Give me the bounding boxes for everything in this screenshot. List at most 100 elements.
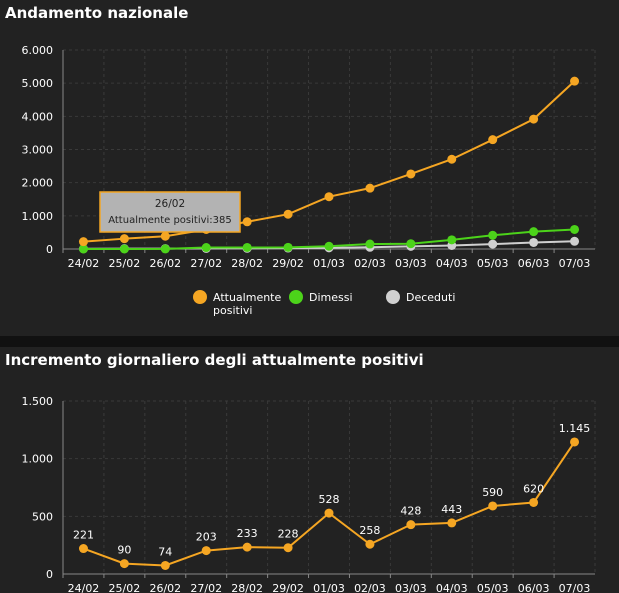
data-point (447, 518, 457, 528)
y-tick-label: 4.000 (22, 110, 54, 123)
data-point (529, 237, 539, 247)
x-tick-label: 27/02 (190, 582, 222, 593)
x-tick-label: 24/02 (68, 582, 100, 593)
x-tick-label: 04/03 (436, 582, 468, 593)
legend-label: Deceduti (406, 291, 455, 304)
y-tick-label: 1.000 (22, 210, 54, 223)
x-tick-label: 28/02 (231, 582, 263, 593)
data-point (406, 520, 416, 530)
legend-label: positivi (213, 304, 252, 317)
x-tick-label: 02/03 (354, 257, 386, 270)
data-point (529, 114, 539, 124)
data-point (201, 243, 211, 253)
y-tick-label: 3.000 (22, 144, 54, 157)
incremento-giornaliero-panel: Incremento giornaliero degli attualmente… (0, 347, 619, 593)
data-point (242, 242, 252, 252)
data-point (488, 501, 498, 511)
data-point (78, 244, 88, 254)
x-tick-label: 26/02 (149, 582, 181, 593)
tooltip-date: 26/02 (155, 198, 185, 210)
data-label: 90 (117, 544, 131, 557)
x-tick-label: 29/02 (272, 257, 304, 270)
x-tick-label: 25/02 (109, 257, 141, 270)
legend-label: Dimessi (309, 291, 353, 304)
data-point (283, 543, 293, 553)
x-tick-label: 03/03 (395, 582, 427, 593)
data-point (529, 227, 539, 237)
y-tick-label: 5.000 (22, 77, 54, 90)
data-point (119, 559, 129, 569)
data-point (324, 508, 334, 518)
y-tick-label: 500 (32, 510, 53, 523)
legend-marker (193, 290, 207, 304)
data-point (447, 154, 457, 164)
data-label: 1.145 (559, 422, 591, 435)
x-tick-label: 27/02 (190, 257, 222, 270)
data-point (365, 239, 375, 249)
data-point (119, 244, 129, 254)
x-tick-label: 28/02 (231, 257, 263, 270)
andamento-nazionale-panel: Andamento nazionale 0 1.000 2.000 3.000 4.00… (0, 0, 619, 336)
data-label: 233 (237, 527, 258, 540)
x-tick-label: 25/02 (109, 582, 141, 593)
chart2-title: Incremento giornaliero degli attualmente… (5, 351, 424, 369)
data-point (201, 546, 211, 556)
x-tick-label: 04/03 (436, 257, 468, 270)
legend-label: Attualmente (213, 291, 281, 304)
x-tick-label: 05/03 (477, 582, 509, 593)
data-label: 443 (441, 503, 462, 516)
x-tick-label: 06/03 (518, 257, 550, 270)
data-point (365, 539, 375, 549)
data-point (78, 544, 88, 554)
x-tick-label: 07/03 (559, 257, 591, 270)
data-point (570, 224, 580, 234)
data-label: 428 (400, 505, 421, 518)
data-point (570, 236, 580, 246)
x-tick-label: 06/03 (518, 582, 550, 593)
x-tick-label: 05/03 (477, 257, 509, 270)
chart2-svg: 0 500 1.000 1.500 24/02 25/02 26/02 27/02 28/02 2… (22, 395, 596, 593)
data-point (488, 135, 498, 145)
data-point (488, 230, 498, 240)
data-point (160, 560, 170, 570)
data-point (570, 76, 580, 86)
x-tick-label: 01/03 (313, 257, 345, 270)
legend-marker (386, 290, 400, 304)
chart1-title: Andamento nazionale (5, 4, 189, 22)
data-label: 528 (319, 493, 340, 506)
data-point (406, 239, 416, 249)
data-point (447, 235, 457, 245)
data-point (324, 241, 334, 251)
data-label: 228 (278, 528, 299, 541)
x-tick-label: 01/03 (313, 582, 345, 593)
data-point (283, 242, 293, 252)
data-point (570, 437, 580, 447)
data-point (324, 192, 334, 202)
data-point (406, 169, 416, 179)
data-point (242, 217, 252, 227)
y-tick-label: 6.000 (22, 44, 54, 57)
y-tick-label: 1.500 (22, 395, 54, 408)
data-point (242, 542, 252, 552)
data-point (283, 209, 293, 219)
x-tick-label: 02/03 (354, 582, 386, 593)
y-tick-label: 0 (46, 243, 53, 256)
tooltip-value: Attualmente positivi:385 (108, 215, 232, 226)
data-point (160, 231, 170, 241)
y-tick-label: 0 (46, 568, 53, 581)
tooltip-box (99, 191, 241, 233)
data-point (365, 183, 375, 193)
x-tick-label: 26/02 (149, 257, 181, 270)
data-point (529, 497, 539, 507)
data-point (119, 234, 129, 244)
x-tick-label: 03/03 (395, 257, 427, 270)
data-label: 203 (196, 531, 217, 544)
legend-marker (289, 290, 303, 304)
data-label: 590 (482, 486, 503, 499)
data-point (160, 244, 170, 254)
data-point (78, 237, 88, 247)
data-label: 258 (359, 524, 380, 537)
y-tick-label: 2.000 (22, 177, 54, 190)
x-tick-label: 24/02 (68, 257, 100, 270)
data-label: 74 (158, 545, 172, 558)
